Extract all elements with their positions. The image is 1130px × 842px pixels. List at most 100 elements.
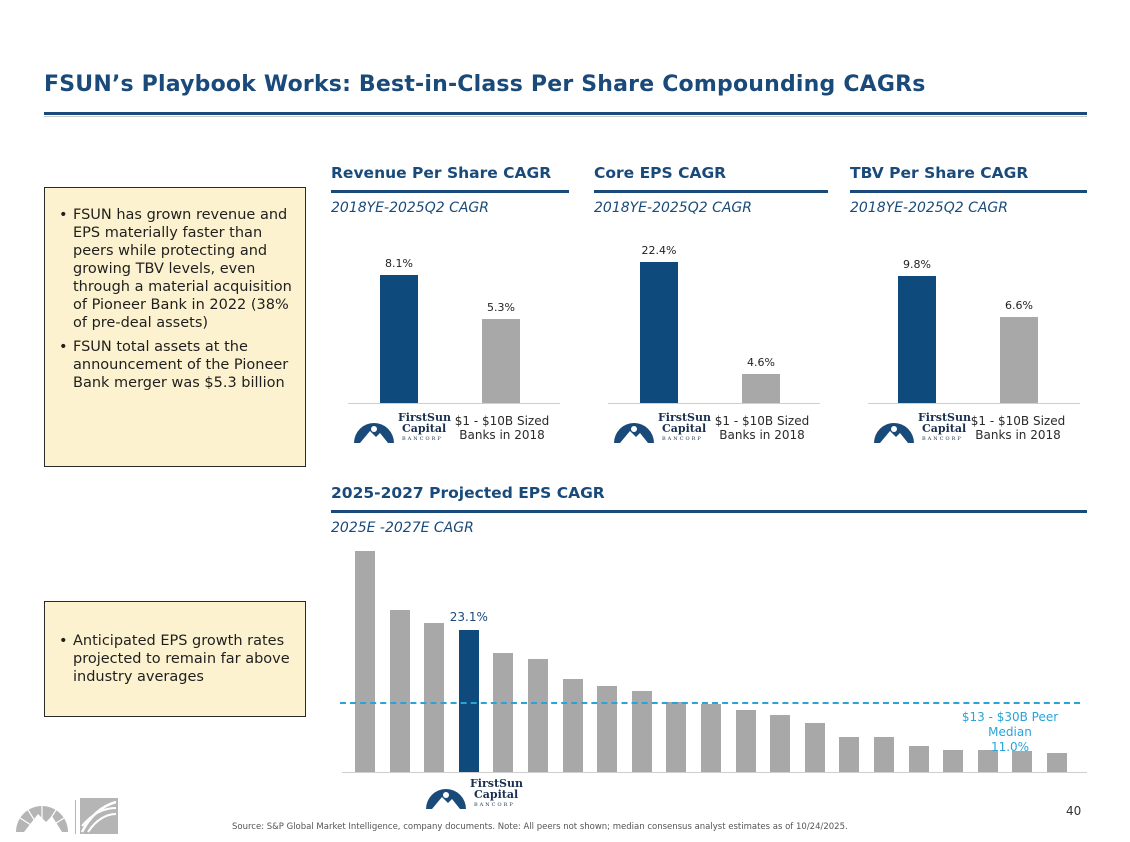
chart-baseline-revenue <box>348 403 560 404</box>
firstsun-mountain-icon <box>354 423 394 443</box>
logo-line3: BANCORP <box>662 436 703 442</box>
chart-title-core-eps: Core EPS CAGR <box>594 164 727 182</box>
peer-median-label-line1: $13 - $30B Peer Median <box>961 710 1059 739</box>
page-number: 40 <box>1066 804 1082 818</box>
chart-baseline-projected-eps <box>342 772 1087 773</box>
firstsun-bar <box>380 275 418 403</box>
firstsun-bar <box>458 630 479 772</box>
peer-bar <box>631 691 652 772</box>
peer-median-label-line2: 11.0% <box>990 740 1030 754</box>
bar-value-label: 22.4% <box>641 243 677 257</box>
peer-bar <box>389 609 410 772</box>
peer-bar <box>666 702 687 772</box>
sunburst-logo-icon <box>16 806 68 833</box>
peer-bar <box>943 750 964 772</box>
logo-line3: BANCORP <box>922 436 963 442</box>
firstsun-logo: FirstSun Capital BANCORP <box>612 412 711 445</box>
peer-bar <box>482 319 520 403</box>
firstsun-logo: FirstSun Capital BANCORP <box>352 412 451 445</box>
peer-bar <box>770 715 791 772</box>
chart-rule-tbv <box>850 190 1087 193</box>
category-label-line1: $1 - $10B Sized <box>714 414 810 428</box>
chart-rule-core-eps <box>594 190 828 193</box>
peer-bar <box>908 745 929 772</box>
category-label-line2: Banks in 2018 <box>719 428 805 442</box>
commentary-box-bottom: Anticipated EPS growth rates projected t… <box>44 601 306 717</box>
firstsun-mountain-icon <box>874 423 914 443</box>
firstsun-mountain-icon <box>426 789 466 809</box>
category-label-line1: $1 - $10B Sized <box>970 414 1066 428</box>
commentary-bullet: FSUN has grown revenue and EPS materiall… <box>49 206 295 332</box>
category-label-line1: $1 - $10B Sized <box>454 414 550 428</box>
chart-subtitle-revenue: 2018YE-2025Q2 CAGR <box>331 200 490 216</box>
bar-value-label: 6.6% <box>1005 299 1033 313</box>
footer-divider <box>75 800 76 834</box>
title-rule-secondary <box>44 116 1087 117</box>
firstsun-bar <box>898 275 936 403</box>
firstsun-bar <box>640 261 678 403</box>
bar-value-label: 5.3% <box>487 301 515 315</box>
peer-bar <box>1012 750 1033 772</box>
chart-title-tbv: TBV Per Share CAGR <box>850 164 1029 182</box>
firstsun-logo: FirstSun Capital BANCORP <box>424 778 523 811</box>
peer-bar <box>839 736 860 772</box>
commentary-bullet: FSUN total assets at the announcement of… <box>49 338 295 392</box>
category-label-line2: Banks in 2018 <box>975 428 1061 442</box>
logo-line2: Capital <box>474 788 519 801</box>
chart-subtitle-projected-eps: 2025E -2027E CAGR <box>331 520 474 536</box>
logo-line1: FirstSun <box>658 411 711 424</box>
bar-value-label: 9.8% <box>903 257 931 271</box>
chart-rule-revenue <box>331 190 569 193</box>
firstsun-wordmark: FirstSun Capital BANCORP <box>470 778 523 811</box>
bar-value-label: 8.1% <box>385 257 413 271</box>
logo-line3: BANCORP <box>474 802 515 808</box>
peer-median-line <box>340 702 1080 704</box>
peer-bar <box>735 710 756 772</box>
source-footnote: Source: S&P Global Market Intelligence, … <box>232 822 848 832</box>
logo-line2: Capital <box>922 422 967 435</box>
commentary-list-bottom: Anticipated EPS growth rates projected t… <box>49 632 295 686</box>
peer-bar <box>1000 317 1038 403</box>
chart-subtitle-tbv: 2018YE-2025Q2 CAGR <box>850 200 1009 216</box>
chart-baseline-tbv <box>868 403 1080 404</box>
peer-median-label: $13 - $30B Peer Median 11.0% <box>940 710 1080 755</box>
peer-bar <box>977 750 998 772</box>
chart-title-projected-eps: 2025-2027 Projected EPS CAGR <box>331 484 605 502</box>
commentary-box-top: FSUN has grown revenue and EPS materiall… <box>44 187 306 467</box>
category-label-peers: $1 - $10B Sized Banks in 2018 <box>712 414 812 442</box>
logo-line1: FirstSun <box>918 411 971 424</box>
title-rule <box>44 112 1087 115</box>
logo-line3: BANCORP <box>402 436 443 442</box>
chart-rule-projected-eps <box>331 510 1087 513</box>
peer-bar <box>597 685 618 772</box>
peer-bar <box>804 723 825 772</box>
logo-line2: Capital <box>662 422 707 435</box>
logo-line1: FirstSun <box>470 777 523 790</box>
peer-bar <box>493 652 514 772</box>
wave-logo-icon <box>80 798 118 834</box>
chart-title-revenue: Revenue Per Share CAGR <box>331 164 552 182</box>
firstsun-mountain-icon <box>614 423 654 443</box>
peer-bar <box>562 679 583 772</box>
firstsun-wordmark: FirstSun Capital BANCORP <box>918 412 971 445</box>
chart-baseline-core-eps <box>608 403 820 404</box>
peer-bar <box>424 623 445 772</box>
firstsun-wordmark: FirstSun Capital BANCORP <box>398 412 451 445</box>
commentary-list-top: FSUN has grown revenue and EPS materiall… <box>49 206 295 392</box>
chart-subtitle-core-eps: 2018YE-2025Q2 CAGR <box>594 200 753 216</box>
commentary-bullet: Anticipated EPS growth rates projected t… <box>49 632 295 686</box>
peer-bar <box>528 659 548 772</box>
bar-value-label: 23.1% <box>449 610 488 625</box>
category-label-peers: $1 - $10B Sized Banks in 2018 <box>452 414 552 442</box>
peer-bar <box>701 703 721 772</box>
category-label-peers: $1 - $10B Sized Banks in 2018 <box>968 414 1068 442</box>
page-title: FSUN’s Playbook Works: Best-in-Class Per… <box>44 72 926 97</box>
peer-bar <box>355 550 375 772</box>
firstsun-wordmark: FirstSun Capital BANCORP <box>658 412 711 445</box>
firstsun-logo: FirstSun Capital BANCORP <box>872 412 971 445</box>
logo-line1: FirstSun <box>398 411 451 424</box>
logo-line2: Capital <box>402 422 447 435</box>
category-label-line2: Banks in 2018 <box>459 428 545 442</box>
peer-bar <box>1047 753 1067 772</box>
peer-bar <box>874 737 894 772</box>
